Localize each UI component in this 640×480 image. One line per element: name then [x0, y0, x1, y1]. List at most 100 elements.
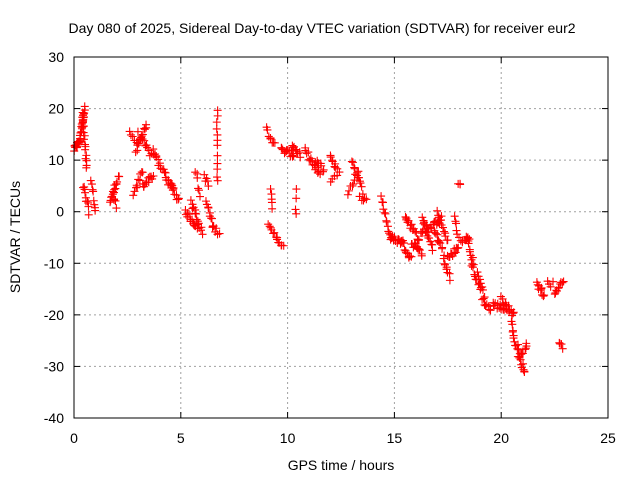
data-point [140, 124, 149, 133]
x-axis-label: GPS time / hours [288, 457, 395, 473]
data-point [546, 282, 555, 291]
data-point [362, 195, 371, 204]
data-point [79, 183, 88, 192]
data-point [433, 206, 442, 215]
data-point [279, 241, 288, 250]
data-point [266, 184, 275, 193]
data-point [405, 252, 414, 261]
y-tick-label: -20 [44, 307, 64, 323]
data-point [113, 177, 122, 186]
data-point [194, 186, 203, 195]
data-point [213, 176, 222, 185]
data-point [138, 135, 147, 144]
data-point [379, 198, 388, 207]
data-point [87, 180, 96, 189]
data-point [198, 230, 207, 239]
data-point [522, 339, 531, 348]
data-point [266, 223, 275, 232]
data-point [443, 268, 452, 277]
data-point [454, 243, 463, 252]
data-point [292, 194, 301, 203]
data-point [417, 251, 426, 260]
data-point [170, 190, 179, 199]
data-point [213, 230, 222, 239]
data-point [465, 247, 474, 256]
data-point [110, 195, 119, 204]
data-point [193, 217, 202, 226]
data-point [292, 209, 301, 218]
data-point [438, 244, 447, 253]
data-point [415, 245, 424, 254]
data-point [317, 161, 326, 170]
data-point [183, 209, 192, 218]
x-tick-label: 15 [387, 430, 403, 446]
data-point [349, 180, 358, 189]
data-point [508, 327, 517, 336]
data-point [126, 130, 135, 139]
data-point [335, 168, 344, 177]
data-point [482, 300, 491, 309]
data-point [129, 191, 138, 200]
data-point [138, 168, 147, 177]
data-point [194, 184, 203, 193]
data-point [399, 239, 408, 248]
data-point [201, 197, 210, 206]
data-point [263, 125, 272, 134]
data-point [442, 265, 451, 274]
data-point [133, 127, 142, 136]
data-point [356, 179, 365, 188]
x-axis: 0 5 10 15 20 25 [70, 57, 616, 446]
data-point [513, 344, 522, 353]
data-point [350, 163, 359, 172]
data-point [88, 185, 97, 194]
data-point [509, 308, 518, 317]
x-tick-label: 10 [280, 430, 296, 446]
data-point [80, 131, 89, 140]
data-point [515, 353, 524, 362]
data-point [213, 173, 222, 182]
data-point [213, 141, 222, 150]
data-point [414, 235, 423, 244]
data-point [191, 209, 200, 218]
x-tick-label: 0 [70, 430, 78, 446]
data-point [415, 246, 424, 255]
data-point [478, 285, 487, 294]
data-point [167, 179, 176, 188]
data-point [197, 223, 206, 232]
data-point [174, 194, 183, 203]
data-point [380, 208, 389, 217]
data-point [212, 118, 221, 127]
data-point [440, 227, 449, 236]
data-point [418, 213, 427, 222]
data-point [112, 179, 121, 188]
data-point [78, 113, 87, 122]
data-point [451, 248, 460, 257]
data-point [270, 138, 279, 147]
data-point [292, 185, 301, 194]
data-point [174, 195, 183, 204]
data-point [212, 124, 221, 133]
data-point [382, 217, 391, 226]
data-point [431, 229, 440, 238]
data-point [191, 168, 200, 177]
y-axis-label: SDTVAR / TECUs [7, 181, 23, 293]
y-tick-label: -10 [44, 255, 64, 271]
plot-frame [73, 56, 609, 419]
data-point [79, 135, 88, 144]
data-point [277, 144, 286, 153]
y-tick-label: -40 [44, 410, 64, 426]
data-point [479, 294, 488, 303]
data-point [81, 145, 90, 154]
data-point [112, 204, 121, 213]
data-point [539, 292, 548, 301]
data-point [555, 338, 564, 347]
data-point [270, 228, 279, 237]
data-points [70, 102, 568, 376]
data-point [319, 167, 328, 176]
data-point [212, 224, 221, 233]
data-point [445, 269, 454, 278]
data-point [291, 205, 300, 214]
data-point [111, 196, 120, 205]
data-point [554, 283, 563, 292]
data-point [291, 145, 300, 154]
